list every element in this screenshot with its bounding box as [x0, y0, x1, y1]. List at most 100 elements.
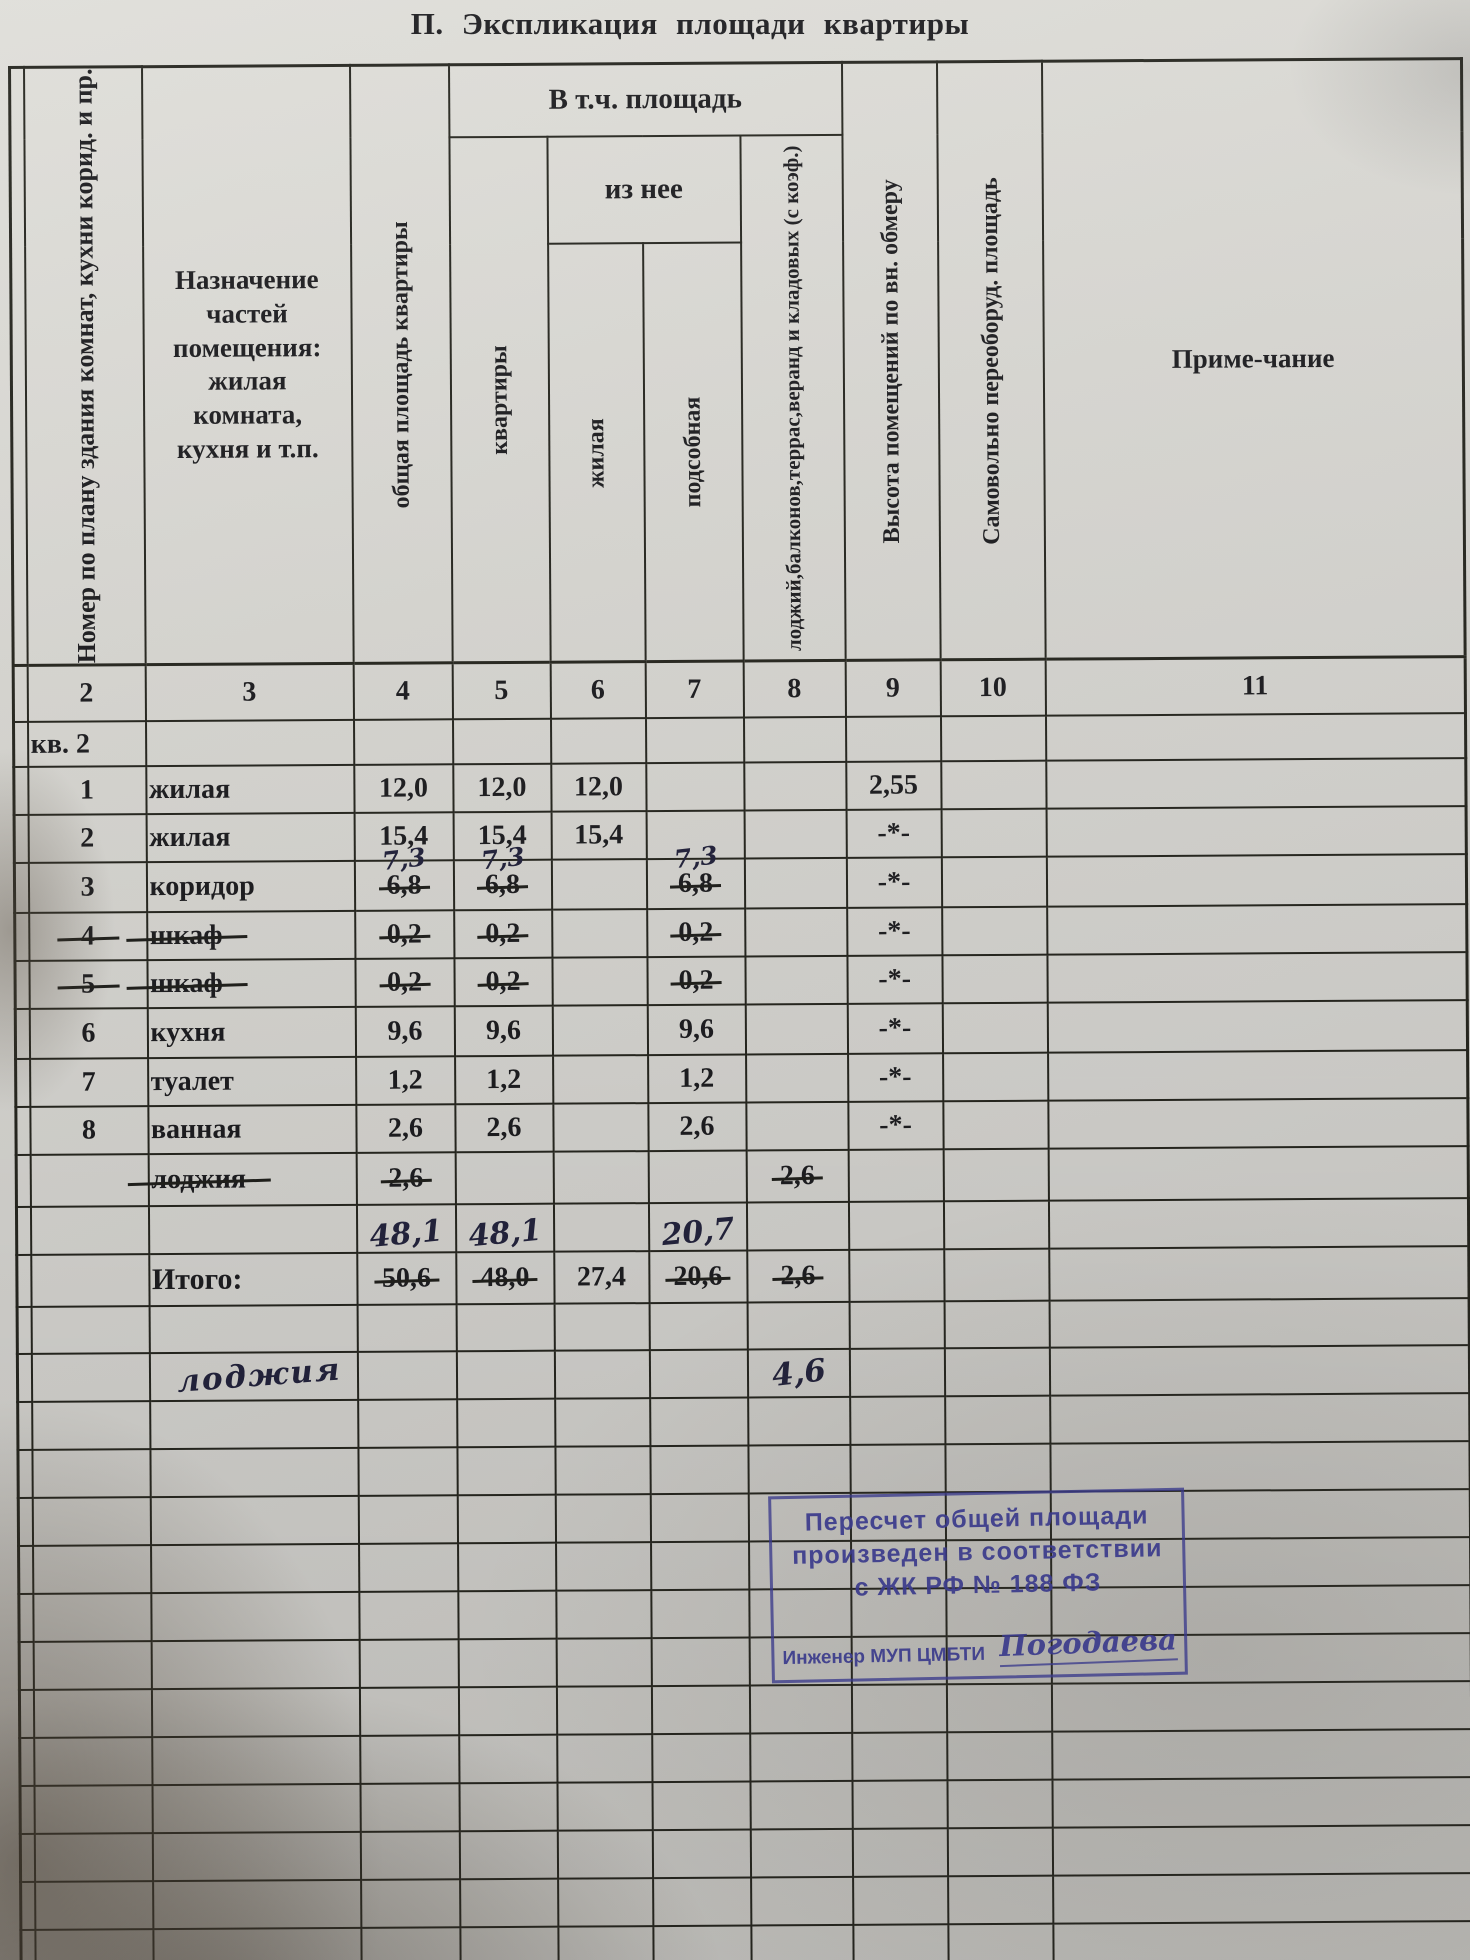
- handwritten-correction: 48,1: [368, 1213, 445, 1256]
- header-group-total-area: В т.ч. площадь: [448, 62, 842, 137]
- empty-cell: [852, 1780, 948, 1830]
- header-col8: лоджий,балконов,террас,веранд и кладовых…: [739, 134, 846, 661]
- value-cell: 27,4: [553, 1251, 650, 1305]
- table-row: 3 коридор 7,3 6,8 7,3 6,8 7,3 6,8 -*-: [14, 841, 1467, 914]
- empty-cell: [1049, 1345, 1470, 1396]
- header-col11: Приме-чание: [1041, 58, 1466, 660]
- empty-cell: [941, 906, 1047, 956]
- empty-cell: [554, 1398, 650, 1448]
- empty-cell: [553, 1151, 649, 1205]
- empty-cell: [554, 1446, 651, 1496]
- empty-cell: [149, 1448, 359, 1498]
- empty-cell: [556, 1638, 652, 1688]
- header-row-top: Номер по плану здания комнат, кухни кори…: [9, 58, 1466, 666]
- empty-cell: [152, 1880, 361, 1930]
- empty-cell: [849, 1396, 945, 1446]
- empty-cell: [552, 1055, 648, 1105]
- room-name: туалет: [147, 1057, 356, 1107]
- column-numbers-row: 2 3 4 5 6 7 8 9 10 11: [13, 656, 1466, 723]
- struck-value: 0,2: [387, 966, 423, 999]
- empty-cell: [849, 1348, 945, 1398]
- empty-cell: [650, 1589, 750, 1639]
- room-name: кухня: [147, 1007, 356, 1059]
- handwritten-correction: 7,3: [672, 840, 719, 875]
- empty-cell: [30, 1154, 149, 1208]
- empty-cell: [16, 1255, 32, 1308]
- corrected-cell: 7,3 6,8: [354, 843, 454, 912]
- empty-cell: [360, 1831, 460, 1881]
- empty-cell: [1046, 854, 1467, 907]
- empty-cell: [33, 1689, 152, 1739]
- col-num: 7: [645, 660, 744, 719]
- empty-cell: [556, 1686, 652, 1736]
- height-cell: -*-: [846, 857, 942, 909]
- empty-cell: [457, 1591, 557, 1640]
- empty-cell: [652, 1925, 752, 1960]
- empty-cell: [30, 1254, 150, 1308]
- empty-cell: [852, 1876, 948, 1926]
- empty-cell: [749, 1685, 852, 1734]
- empty-cell: [458, 1639, 557, 1688]
- empty-cell: [459, 1783, 558, 1832]
- corrected-cell: 7,3 6,8: [453, 842, 552, 911]
- empty-cell: [849, 1444, 946, 1494]
- empty-cell: [650, 1541, 749, 1591]
- struck-value: 0,2: [485, 966, 521, 998]
- stamp-signer-label: Инженер МУП ЦМБТИ: [782, 1643, 986, 1670]
- col-num: 10: [940, 659, 1046, 717]
- empty-cell: [457, 1495, 556, 1544]
- empty-cell: [749, 1781, 853, 1830]
- value-cell: 0,2: [354, 910, 454, 960]
- empty-cell: [152, 1928, 362, 1960]
- row-number: 7: [29, 1058, 148, 1108]
- value-cell: 2,6: [746, 1250, 850, 1303]
- empty-cell: [31, 1449, 151, 1499]
- empty-cell: [16, 1155, 31, 1208]
- empty-row: [18, 1585, 1470, 1643]
- empty-row: [20, 1873, 1470, 1931]
- empty-cell: [359, 1639, 459, 1689]
- empty-cell: [1052, 1921, 1470, 1960]
- struck-value: 2,6: [780, 1260, 816, 1292]
- signature: Погодаева: [998, 1622, 1178, 1668]
- height-cell: 2,55: [845, 761, 942, 811]
- value-cell: 0,2: [453, 910, 552, 959]
- room-name: жилая: [146, 813, 355, 863]
- empty-cell: [649, 1397, 748, 1447]
- empty-cell: [145, 720, 354, 767]
- row-number: 6: [29, 1008, 148, 1060]
- empty-cell: [650, 1493, 749, 1543]
- empty-cell: [553, 1203, 649, 1253]
- empty-cell: [1047, 1000, 1468, 1053]
- empty-cell: [941, 954, 1048, 1004]
- stamp: Пересчет общей площади произведен в соот…: [768, 1487, 1188, 1684]
- empty-cell: [745, 1004, 848, 1055]
- table-row: 6 кухня 9,6 9,6 9,6 -*-: [15, 1000, 1468, 1060]
- empty-cell: [456, 1447, 556, 1496]
- value-cell: 2,6: [647, 1102, 747, 1152]
- empty-cell: [851, 1684, 947, 1734]
- room-name: шкаф: [146, 959, 356, 1009]
- height-cell: -*-: [846, 907, 942, 957]
- empty-cell: [14, 863, 29, 914]
- value-cell: 1,2: [454, 1056, 553, 1105]
- empty-cell: [942, 1100, 1049, 1150]
- empty-cell: [1052, 1825, 1470, 1876]
- struck-name: лоджия: [151, 1163, 247, 1196]
- empty-cell: [1048, 1198, 1469, 1249]
- empty-cell: [947, 1875, 1053, 1925]
- empty-cell: [152, 1784, 361, 1834]
- totals-label: Итого:: [148, 1253, 358, 1307]
- empty-cell: [550, 718, 646, 765]
- value-cell: 1,2: [647, 1054, 746, 1104]
- empty-cell: [20, 1882, 35, 1931]
- empty-cell: [555, 1590, 652, 1640]
- value-cell: 1,2: [355, 1056, 455, 1106]
- empty-cell: [151, 1640, 360, 1690]
- empty-cell: [1052, 1873, 1470, 1924]
- empty-cell: [1046, 952, 1468, 1003]
- empty-cell: [32, 1593, 152, 1643]
- empty-cell: [14, 961, 30, 1010]
- struck-name: шкаф: [149, 920, 223, 952]
- empty-cell: [34, 1929, 154, 1960]
